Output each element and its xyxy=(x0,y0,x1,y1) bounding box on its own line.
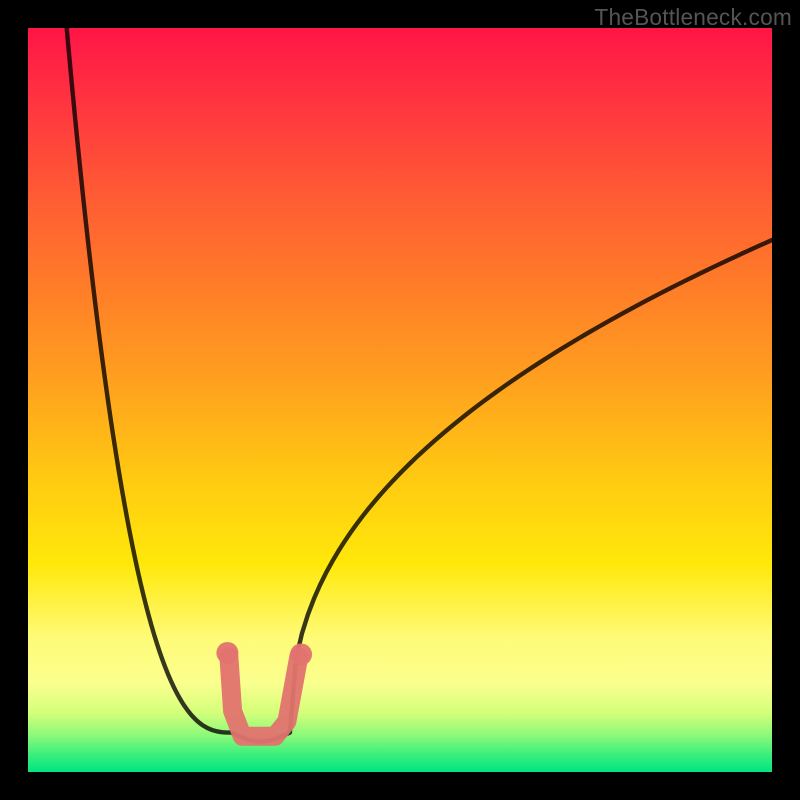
chart-container: TheBottleneck.com xyxy=(0,0,800,800)
bottleneck-chart xyxy=(0,0,800,800)
watermark-text: TheBottleneck.com xyxy=(594,4,792,31)
plot-area xyxy=(28,28,772,772)
